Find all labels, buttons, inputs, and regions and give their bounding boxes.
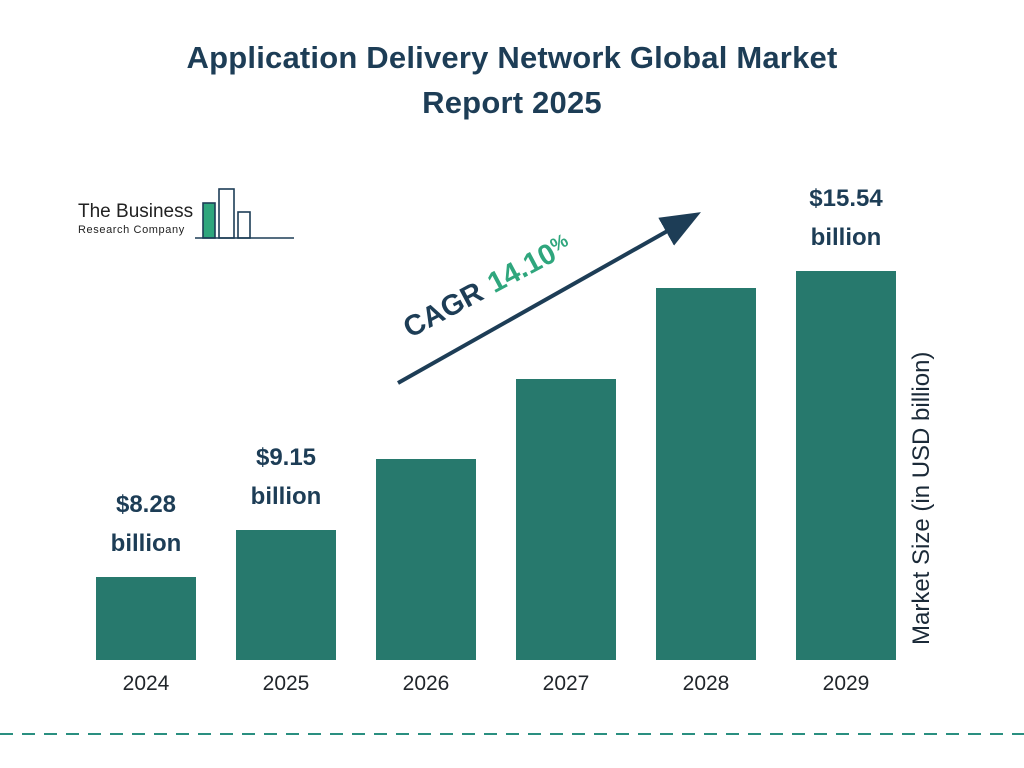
x-axis-tick-label: 2027 [542,672,590,695]
page-title-line2: Report 2025 [422,84,602,120]
bar-column: 2028 [656,180,756,695]
bar [796,270,896,660]
company-logo: The Business Research Company [78,186,295,250]
bar [376,459,476,660]
x-axis-tick-label: 2024 [122,672,170,695]
page-title: Application Delivery Network Global Mark… [0,36,1024,126]
bar-column: $15.54 billion 2029 [796,180,896,695]
x-axis-tick-label: 2025 [262,672,310,695]
x-axis-tick-label: 2028 [682,672,730,695]
bar [96,577,196,660]
bar-column: 2026 [376,180,476,695]
logo-subname: Research Company [78,224,185,236]
bar-value-label: $15.54 billion [809,185,883,251]
bar [516,379,616,660]
company-logo-text: The Business Research Company [78,201,193,236]
bar-column: 2027 [516,180,616,695]
bar-column: $8.28 billion 2024 [96,180,196,695]
bar-value-label: $9.15 billion [250,444,322,511]
logo-bars-icon [195,188,295,239]
logo-name: The Business [78,201,194,222]
bottom-dashed-divider [0,733,1024,735]
x-axis-tick-label: 2026 [402,672,450,695]
bar [236,530,336,660]
x-axis-tick-label: 2029 [822,672,870,695]
page-title-line1: Application Delivery Network Global Mark… [186,40,838,75]
y-axis-label: Market Size (in USD billion) [908,351,935,645]
bar-chart: $8.28 billion 2024 $9.15 billion 2025 2026 2027… [96,180,896,695]
bar-column: $9.15 billion 2025 [236,180,336,695]
bar [656,288,756,660]
bar-value-label: $8.28 billion [110,491,182,558]
